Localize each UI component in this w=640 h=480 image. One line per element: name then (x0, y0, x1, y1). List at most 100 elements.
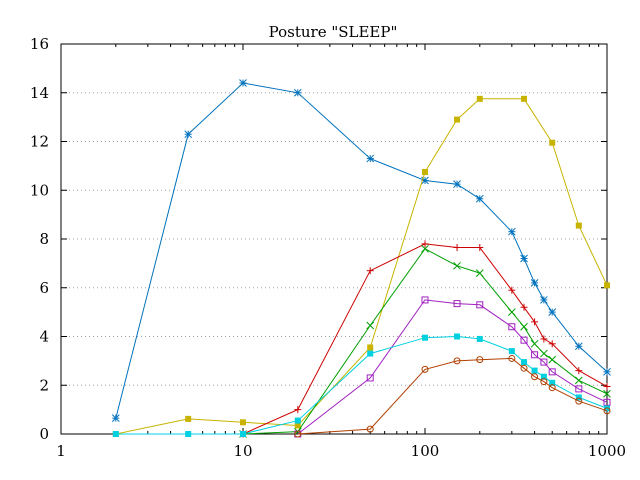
data-point (530, 339, 539, 348)
grid-lines (61, 92, 607, 386)
data-point (422, 334, 428, 341)
y-tick-label: 14 (30, 84, 49, 102)
data-point (453, 357, 461, 365)
data-point (475, 194, 484, 203)
data-point (453, 261, 461, 270)
data-point (520, 322, 528, 331)
data-point (453, 180, 461, 189)
data-point (521, 359, 528, 366)
data-point (421, 244, 429, 253)
data-point (476, 95, 483, 102)
y-tick-label: 8 (39, 230, 49, 248)
data-point (293, 427, 302, 436)
data-point (294, 422, 301, 429)
data-point (603, 407, 611, 415)
data-point (476, 301, 484, 309)
y-tick-label: 12 (30, 133, 49, 151)
data-point (575, 385, 583, 393)
data-point (540, 358, 548, 366)
data-point (366, 154, 375, 163)
data-point (185, 431, 192, 437)
x-tick-label: 1 (56, 442, 66, 460)
data-point (521, 95, 528, 102)
data-point (112, 431, 119, 437)
series-group (111, 79, 611, 438)
data-point (185, 415, 192, 422)
data-point (575, 397, 583, 405)
data-point (540, 296, 548, 304)
data-point (604, 405, 610, 412)
series-6 (112, 333, 610, 437)
data-point (367, 350, 374, 357)
axes: 0 2 4 6 8 10 12 14 16 1 10 100 1000 (30, 35, 626, 460)
data-point (603, 398, 611, 406)
data-point (422, 168, 428, 175)
x-tick-label: 10 (233, 442, 252, 460)
series-7 (294, 354, 611, 438)
data-point (239, 79, 247, 87)
data-point (111, 414, 120, 423)
data-point (240, 419, 246, 426)
data-point (575, 394, 582, 401)
x-tick-label: 100 (411, 442, 440, 460)
data-point (453, 300, 461, 308)
data-point (507, 227, 516, 236)
data-point (476, 356, 484, 364)
data-point (476, 335, 483, 342)
data-point (531, 373, 539, 381)
series-2 (112, 95, 610, 437)
data-point (604, 282, 610, 289)
data-point (366, 321, 375, 330)
data-point (603, 367, 611, 376)
data-point (366, 425, 374, 433)
data-point (531, 351, 539, 359)
data-point (540, 349, 548, 358)
data-point (520, 336, 528, 344)
series-1 (111, 79, 611, 423)
data-point (531, 367, 538, 374)
y-tick-label: 4 (39, 328, 49, 346)
series-line (297, 357, 608, 435)
y-tick-label: 10 (30, 181, 49, 199)
data-point (548, 368, 556, 376)
series-5 (294, 296, 611, 438)
data-point (293, 88, 302, 97)
data-point (574, 342, 583, 351)
data-point (507, 308, 516, 316)
y-tick-label: 0 (39, 425, 49, 443)
series-line (115, 98, 608, 435)
data-point (540, 378, 548, 386)
x-tick-label: 1000 (588, 442, 626, 460)
data-point (421, 296, 429, 304)
data-point (454, 116, 461, 123)
data-point (549, 139, 556, 146)
data-point (508, 323, 516, 331)
chart-title: Posture "SLEEP" (269, 23, 398, 41)
y-tick-label: 2 (39, 376, 49, 394)
data-point (367, 344, 374, 351)
data-point (520, 364, 528, 372)
data-point (574, 376, 583, 385)
series-4 (239, 244, 611, 438)
y-tick-label: 16 (30, 35, 49, 53)
data-point (421, 176, 429, 185)
y-tick-label: 6 (39, 279, 49, 297)
series-line (297, 299, 608, 435)
data-point (475, 269, 484, 277)
data-point (548, 384, 556, 392)
data-point (508, 354, 516, 362)
data-point (603, 389, 611, 398)
data-point (454, 333, 461, 340)
data-point (548, 308, 557, 316)
data-point (421, 365, 429, 373)
data-point (540, 373, 547, 380)
data-point (548, 355, 557, 364)
data-point (240, 431, 246, 437)
data-point (575, 222, 582, 229)
data-point (549, 379, 556, 386)
data-point (530, 279, 539, 287)
data-point (294, 417, 301, 424)
data-point (366, 374, 374, 382)
data-point (508, 348, 515, 355)
